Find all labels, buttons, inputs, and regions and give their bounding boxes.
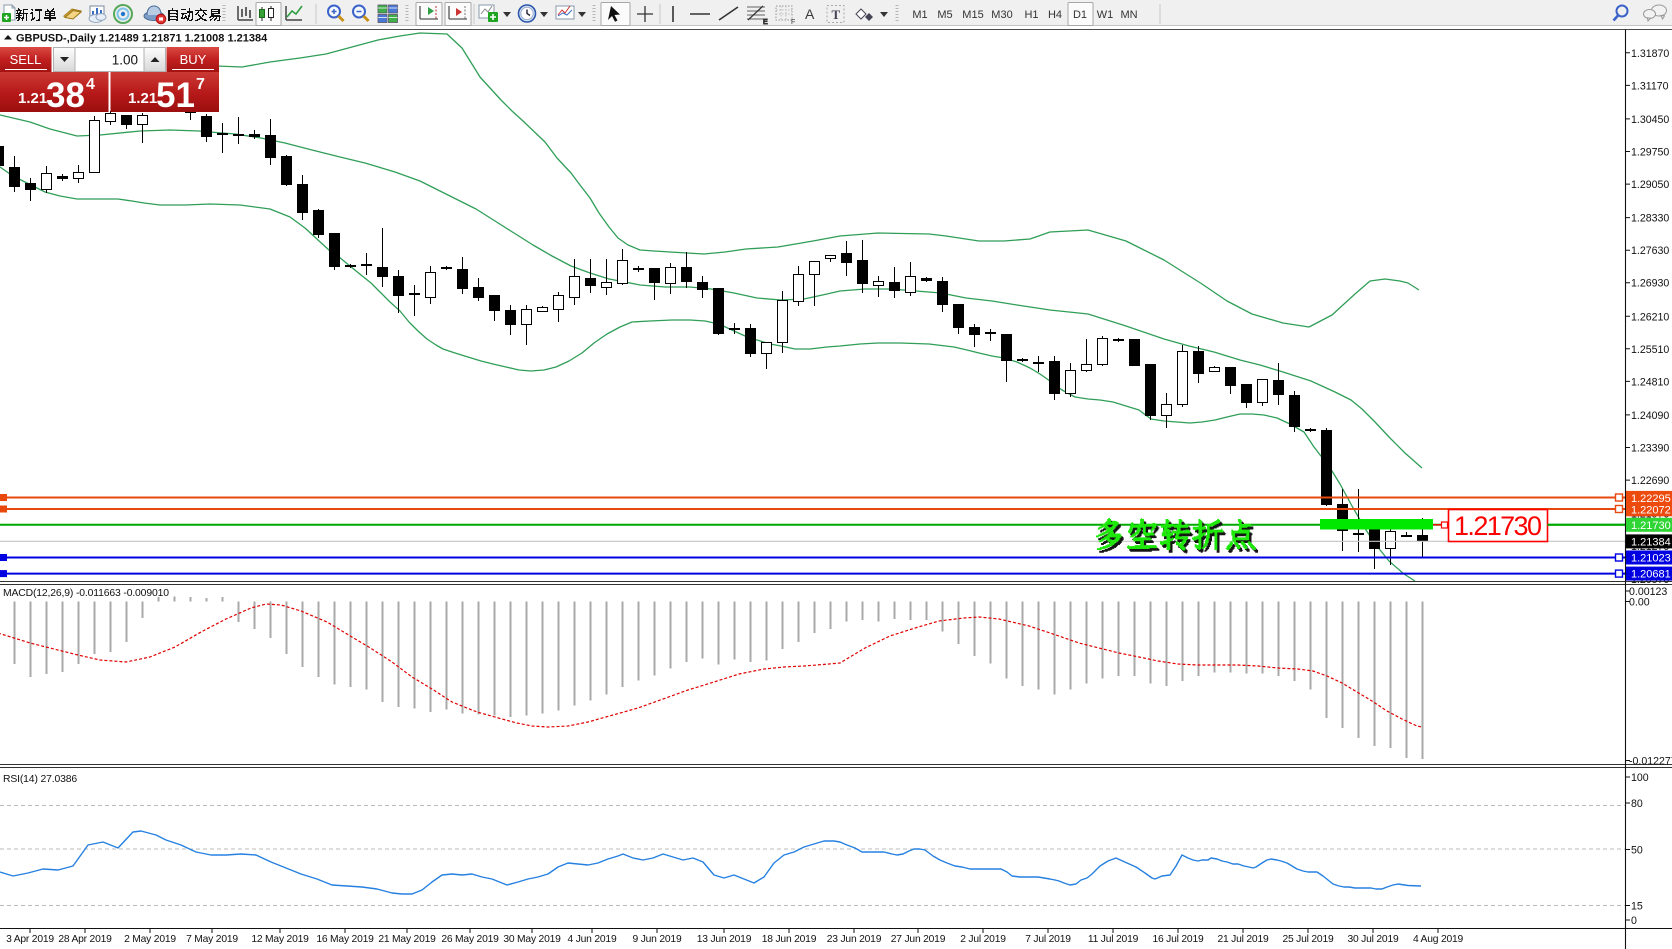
svg-text:1.20681: 1.20681 xyxy=(1631,569,1671,581)
svg-text:1.29050: 1.29050 xyxy=(1631,179,1669,191)
svg-text:12 May 2019: 12 May 2019 xyxy=(251,934,309,945)
svg-text:H1: H1 xyxy=(1024,9,1038,21)
svg-text:1.22295: 1.22295 xyxy=(1631,493,1671,505)
svg-text:M15: M15 xyxy=(962,9,983,21)
svg-text:1.29750: 1.29750 xyxy=(1631,147,1669,159)
svg-text:BUY: BUY xyxy=(180,52,207,67)
svg-text:SELL: SELL xyxy=(10,52,42,67)
svg-text:MACD(12,26,9) -0.011663 -0.009: MACD(12,26,9) -0.011663 -0.009010 xyxy=(3,588,169,599)
svg-text:M1: M1 xyxy=(912,9,927,21)
svg-text:80: 80 xyxy=(1631,798,1643,810)
svg-text:1.22072: 1.22072 xyxy=(1631,504,1671,516)
svg-text:1.21489 1.21871 1.21008 1.2138: 1.21489 1.21871 1.21008 1.21384 xyxy=(99,33,268,45)
svg-text:7: 7 xyxy=(196,76,205,93)
svg-text:13 Jun 2019: 13 Jun 2019 xyxy=(697,934,752,945)
svg-text:21 May 2019: 21 May 2019 xyxy=(378,934,436,945)
svg-text:1.31870: 1.31870 xyxy=(1631,48,1669,60)
svg-text:23 Jun 2019: 23 Jun 2019 xyxy=(827,934,882,945)
svg-text:2 May 2019: 2 May 2019 xyxy=(124,934,176,945)
svg-text:27 Jun 2019: 27 Jun 2019 xyxy=(891,934,946,945)
svg-text:M5: M5 xyxy=(937,9,952,21)
svg-text:MN: MN xyxy=(1120,9,1137,21)
svg-text:1.00: 1.00 xyxy=(112,53,138,68)
svg-text:30 Jul 2019: 30 Jul 2019 xyxy=(1347,934,1399,945)
svg-text:D1: D1 xyxy=(1073,9,1087,21)
svg-text:3 Apr 2019: 3 Apr 2019 xyxy=(6,934,54,945)
svg-text:30 May 2019: 30 May 2019 xyxy=(503,934,561,945)
svg-text:18 Jun 2019: 18 Jun 2019 xyxy=(762,934,817,945)
svg-text:A: A xyxy=(805,6,815,22)
svg-text:0.00123: 0.00123 xyxy=(1629,586,1667,598)
svg-text:1.24810: 1.24810 xyxy=(1631,376,1669,388)
svg-text:1.21730: 1.21730 xyxy=(1454,511,1542,541)
svg-text:1.26210: 1.26210 xyxy=(1631,311,1669,323)
svg-text:7 May 2019: 7 May 2019 xyxy=(186,934,238,945)
svg-text:1.30450: 1.30450 xyxy=(1631,114,1669,126)
svg-text:9 Jun 2019: 9 Jun 2019 xyxy=(633,934,682,945)
svg-text:E: E xyxy=(763,19,768,26)
svg-text:1.22690: 1.22690 xyxy=(1631,475,1669,487)
svg-text:16 May 2019: 16 May 2019 xyxy=(316,934,374,945)
svg-text:W1: W1 xyxy=(1097,9,1114,21)
svg-text:0.00: 0.00 xyxy=(1629,597,1650,609)
svg-text:1.21730: 1.21730 xyxy=(1631,520,1671,532)
svg-text:4 Aug 2019: 4 Aug 2019 xyxy=(1413,934,1464,945)
svg-text:11 Jul 2019: 11 Jul 2019 xyxy=(1088,934,1139,945)
svg-text:T: T xyxy=(832,7,841,22)
svg-text:25 Jul 2019: 25 Jul 2019 xyxy=(1282,934,1334,945)
svg-text:51: 51 xyxy=(156,76,195,115)
svg-text:1.26930: 1.26930 xyxy=(1631,278,1669,290)
svg-text:28 Apr 2019: 28 Apr 2019 xyxy=(58,934,112,945)
svg-text:15: 15 xyxy=(1631,901,1643,913)
svg-text:1.21384: 1.21384 xyxy=(1631,536,1671,548)
svg-text:1.25510: 1.25510 xyxy=(1631,344,1669,356)
svg-text:2 Jul 2019: 2 Jul 2019 xyxy=(960,934,1006,945)
svg-text:26 May 2019: 26 May 2019 xyxy=(441,934,499,945)
svg-text:1.27630: 1.27630 xyxy=(1631,245,1669,257)
svg-text:16 Jul 2019: 16 Jul 2019 xyxy=(1152,934,1204,945)
svg-text:M30: M30 xyxy=(991,9,1012,21)
svg-text:F: F xyxy=(791,19,795,26)
svg-text:4 Jun 2019: 4 Jun 2019 xyxy=(568,934,617,945)
svg-text:1.24090: 1.24090 xyxy=(1631,410,1669,422)
svg-text:0: 0 xyxy=(1631,915,1637,927)
svg-text:H4: H4 xyxy=(1048,9,1062,21)
svg-text:4: 4 xyxy=(86,76,95,93)
svg-text:7 Jul 2019: 7 Jul 2019 xyxy=(1025,934,1071,945)
svg-text:1.28330: 1.28330 xyxy=(1631,213,1669,225)
svg-text:50: 50 xyxy=(1631,845,1643,857)
svg-text:38: 38 xyxy=(46,76,85,115)
svg-text:1.21: 1.21 xyxy=(128,90,157,107)
svg-text:-0.012277: -0.012277 xyxy=(1629,756,1672,768)
svg-text:1.21: 1.21 xyxy=(18,90,47,107)
svg-text:1.31170: 1.31170 xyxy=(1631,80,1669,92)
svg-text:21 Jul 2019: 21 Jul 2019 xyxy=(1217,934,1269,945)
svg-text:1.21023: 1.21023 xyxy=(1631,553,1671,565)
svg-text:100: 100 xyxy=(1631,772,1649,784)
svg-text:1.23390: 1.23390 xyxy=(1631,443,1669,455)
svg-text:GBPUSD-,Daily: GBPUSD-,Daily xyxy=(16,33,97,45)
svg-text:RSI(14) 27.0386: RSI(14) 27.0386 xyxy=(3,774,77,785)
